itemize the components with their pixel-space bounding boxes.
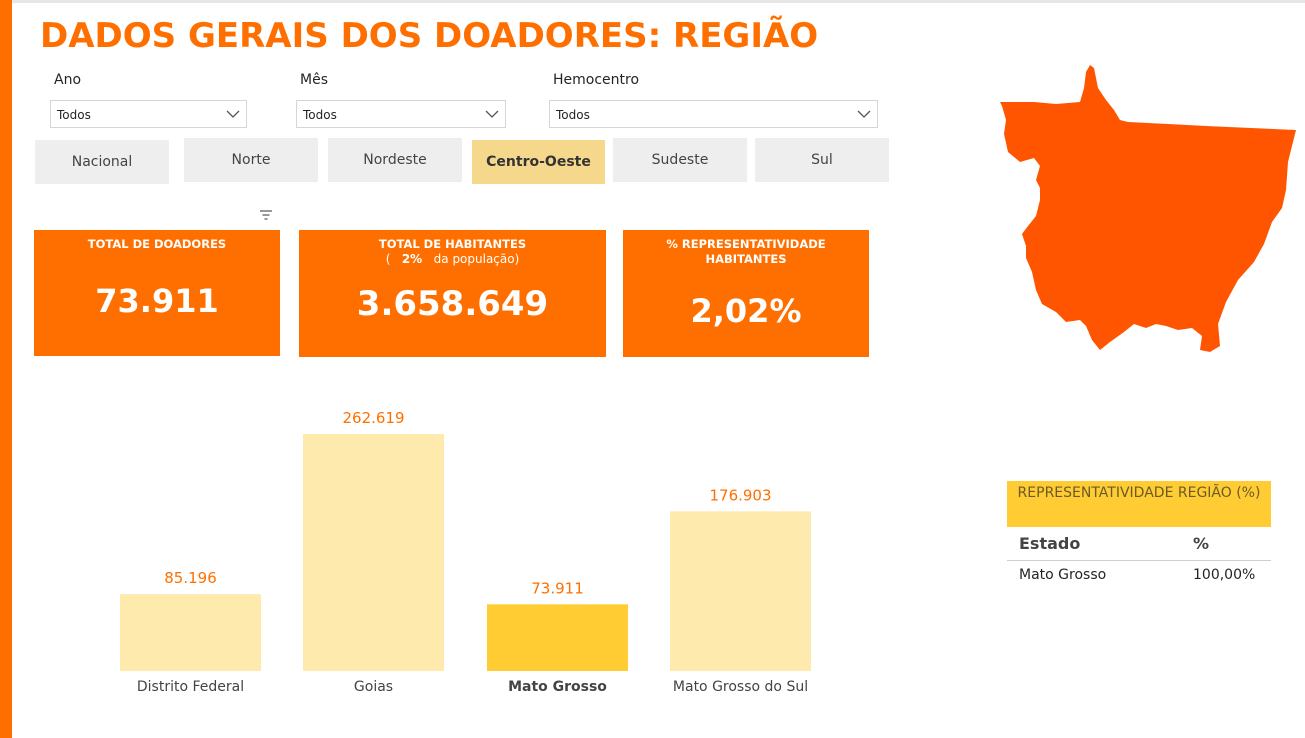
representatividade-table-title: REPRESENTATIVIDADE REGIÃO (%) [1007,481,1271,527]
slicer-hemocentro-dropdown[interactable]: Todos [549,100,878,128]
column-header-estado[interactable]: Estado [1019,534,1081,553]
kpi-total-habitantes-value: 3.658.649 [356,284,549,324]
page-title: DADOS GERAIS DOS DOADORES: REGIÃO [40,16,819,56]
donors-by-state-chart: 85.196 Distrito Federal 262.619 Goias 73.911… [120,409,811,695]
slicer-mes-dropdown[interactable]: Todos [296,100,506,128]
slicer-mes: Mês Todos [296,72,506,128]
chevron-down-icon [857,110,871,118]
bar-value-label: 176.903 [709,486,771,504]
kpi-total-habitantes-subtitle: ( 2% da população) [299,252,606,266]
table-row[interactable]: Mato Grosso 100,00% [1007,561,1271,589]
top-divider [12,0,1305,3]
bar-mato-grosso-do-sul[interactable] [670,511,811,671]
region-button-nordeste[interactable]: Nordeste [328,138,462,182]
left-accent-stripe [0,0,12,738]
representatividade-table: REPRESENTATIVIDADE REGIÃO (%) Estado % M… [1007,481,1271,589]
kpi-representatividade-value: 2,02% [690,292,802,330]
bar-value-label: 73.911 [531,579,584,597]
slicer-hemocentro-label: Hemocentro [553,72,640,88]
category-label: Mato Grosso [508,679,607,695]
bar-goias[interactable] [303,434,444,671]
bar-distrito-federal[interactable] [120,594,261,671]
chevron-down-icon [485,110,499,118]
slicer-hemocentro-value: Todos [556,108,590,122]
table-header-row: Estado % [1007,527,1271,561]
mato-grosso-shape[interactable] [1000,65,1296,352]
slicer-ano-value: Todos [57,108,91,122]
bar-mato-grosso[interactable] [487,604,628,671]
table-cell-pct: 100,00% [1193,567,1256,583]
region-button-sudeste[interactable]: Sudeste [613,138,747,182]
kpi-sub-open: ( [385,252,391,266]
bar-value-label: 262.619 [342,409,404,427]
region-button-centro-oeste[interactable]: Centro-Oeste [472,140,605,184]
slicer-mes-value: Todos [303,108,337,122]
slicer-hemocentro: Hemocentro Todos [549,72,878,128]
kpi-total-doadores-title: TOTAL DE DOADORES [87,237,227,251]
slicer-ano-label: Ano [54,72,82,88]
kpi-total-habitantes: TOTAL DE HABITANTES ( 2% da população) 3… [299,230,606,357]
chevron-down-icon [226,110,240,118]
filter-icon[interactable] [259,209,273,221]
category-label: Goias [354,679,393,695]
slicer-mes-label: Mês [300,72,328,88]
region-button-norte[interactable]: Norte [184,138,318,182]
kpi-total-doadores-value: 73.911 [95,282,219,320]
category-label: Distrito Federal [137,679,244,695]
table-cell-estado: Mato Grosso [1019,567,1107,583]
slicer-ano: Ano Todos [50,72,247,128]
category-label: Mato Grosso do Sul [673,679,808,695]
column-header-pct[interactable]: % [1193,534,1210,553]
kpi-sub-close: da população) [433,252,520,266]
state-map-shape[interactable] [996,62,1300,354]
kpi-sub-pct: 2% [401,252,423,266]
slicer-ano-dropdown[interactable]: Todos [50,100,247,128]
kpi-representatividade-title-2: HABITANTES [705,252,787,266]
kpi-total-habitantes-title: TOTAL DE HABITANTES [378,237,527,251]
region-button-nacional[interactable]: Nacional [35,140,169,184]
bar-value-label: 85.196 [164,569,217,587]
kpi-total-doadores: TOTAL DE DOADORES 73.911 [34,230,280,356]
kpi-representatividade-title-1: % REPRESENTATIVIDADE [666,237,826,251]
region-button-sul[interactable]: Sul [755,138,889,182]
kpi-representatividade: % REPRESENTATIVIDADE HABITANTES 2,02% [623,230,869,357]
